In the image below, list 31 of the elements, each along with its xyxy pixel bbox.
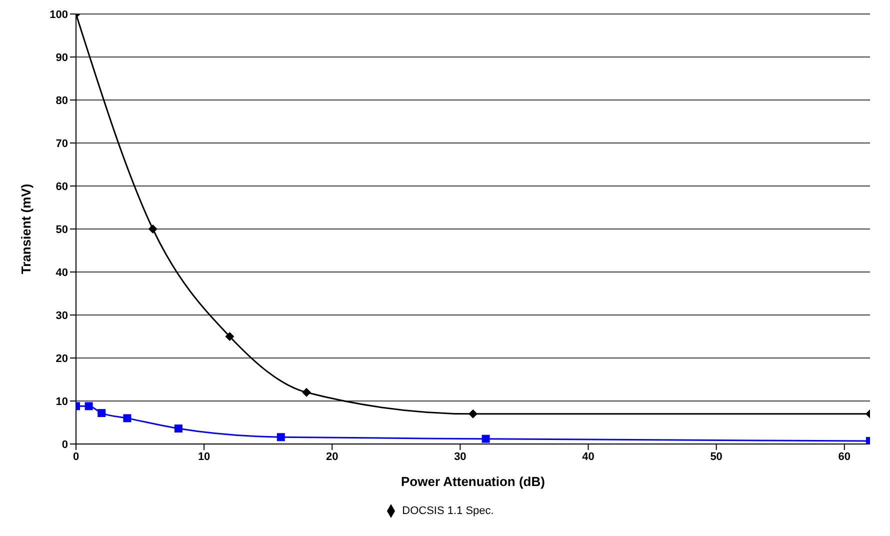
y-tick-label: 60 (56, 180, 68, 193)
y-tick-label: 80 (56, 94, 68, 107)
point (174, 424, 182, 433)
x-tick-label: 60 (838, 450, 851, 463)
y-tick-label: 0 (62, 438, 68, 451)
point (148, 224, 158, 234)
y-tick-label: 50 (56, 224, 68, 236)
point (123, 414, 132, 422)
x-tick-label: 20 (326, 450, 338, 463)
y-tick-label: 10 (56, 396, 68, 408)
x-axis-title: Power Attenuation (dB) (401, 474, 545, 489)
legend-label: DOCSIS 1.1 Spec. (402, 504, 494, 517)
point (276, 433, 285, 442)
x-tick-label: 50 (710, 450, 722, 463)
point (84, 402, 93, 410)
y-axis-title: Transient (mV) (18, 184, 34, 274)
x-tick-label: 0 (72, 450, 80, 463)
point (225, 332, 234, 341)
x-tick-label: 30 (454, 450, 466, 463)
point (98, 409, 106, 418)
x-tick-label: 10 (198, 450, 210, 463)
y-tick-label: 70 (56, 138, 68, 150)
point (468, 409, 478, 418)
y-tick-label: 30 (56, 310, 68, 322)
point (482, 434, 490, 443)
y-tick-label: 20 (56, 352, 68, 365)
y-tick-label: 100 (50, 8, 68, 21)
x-tick-label: 40 (582, 450, 594, 463)
y-tick-label: 90 (56, 52, 68, 64)
point (302, 388, 312, 397)
y-tick-label: 40 (56, 266, 68, 279)
